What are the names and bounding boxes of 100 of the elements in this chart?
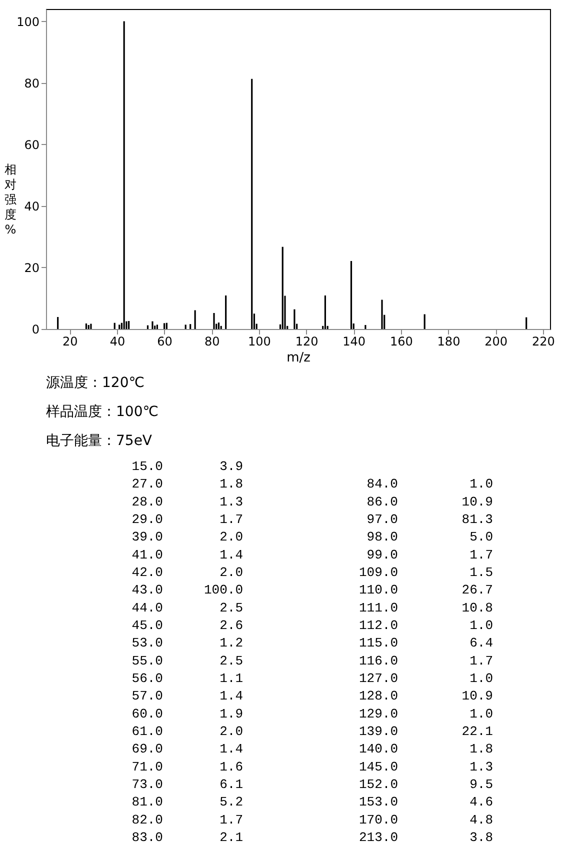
text: 152.0 — [358, 777, 398, 792]
text: 86.0 — [366, 494, 398, 510]
text: 170.0 — [358, 812, 398, 828]
x-tick-label: 20 — [62, 334, 78, 348]
text: 29.0 — [132, 512, 163, 528]
text: 97.0 — [366, 512, 398, 528]
text: 3.8 — [470, 830, 493, 846]
text: 1.0 — [470, 706, 493, 722]
text: 99.0 — [366, 547, 398, 562]
text: 81.3 — [462, 512, 493, 528]
text: 27.0 — [132, 476, 163, 492]
text: 213.0 — [358, 830, 398, 846]
text: 4.6 — [470, 794, 493, 810]
text: 2.0 — [220, 530, 243, 545]
text: 100.0 — [204, 582, 243, 598]
text: 43.0 — [132, 582, 163, 598]
text: 109.0 — [358, 565, 398, 580]
text: 3.9 — [220, 459, 243, 474]
x-tick-label: 140 — [342, 334, 366, 348]
x-tick-label: 40 — [110, 334, 126, 348]
text: 127.0 — [358, 671, 398, 686]
text: 5.2 — [220, 794, 243, 810]
text: 1.3 — [470, 759, 493, 774]
text: 111.0 — [358, 600, 398, 616]
text: 1.6 — [220, 759, 243, 774]
x-tick-label: 120 — [295, 334, 318, 348]
text: 10.9 — [462, 688, 493, 704]
text: 1.7 — [220, 812, 243, 828]
text: 1.7 — [470, 653, 493, 668]
text: 60.0 — [132, 706, 163, 722]
text: 1.8 — [220, 476, 243, 492]
text: 81.0 — [132, 794, 163, 810]
text: 71.0 — [132, 759, 163, 774]
text: 44.0 — [132, 600, 163, 616]
y-axis-title: 相对强度% — [4, 162, 16, 236]
text: 116.0 — [358, 653, 398, 668]
text: 1.4 — [220, 547, 244, 562]
text: 140.0 — [358, 742, 398, 757]
text: 41.0 — [132, 547, 163, 562]
text: 1.2 — [220, 636, 243, 651]
text: 42.0 — [132, 565, 163, 580]
x-tick-label: 200 — [484, 334, 508, 348]
x-tick-label: 80 — [204, 334, 220, 348]
x-axis-title: m/z — [286, 350, 311, 366]
y-tick-label: 60 — [24, 138, 40, 152]
text: 45.0 — [132, 618, 163, 634]
text: 139.0 — [358, 724, 398, 740]
text: 1.0 — [470, 671, 493, 686]
y-tick-label: 0 — [32, 322, 40, 336]
text: 6.1 — [220, 777, 244, 792]
text: 2.0 — [220, 724, 243, 740]
text: 1.4 — [220, 688, 244, 704]
text: 电子能量：75eV — [46, 433, 152, 449]
x-tick-label: 220 — [532, 334, 555, 348]
text: 1.3 — [220, 494, 243, 510]
text: 1.7 — [470, 547, 493, 562]
text: 57.0 — [132, 688, 163, 704]
text: 1.0 — [470, 618, 493, 634]
text: 39.0 — [132, 530, 163, 545]
y-tick-label: 100 — [16, 14, 40, 29]
text: 9.5 — [470, 777, 493, 792]
text: 15.0 — [132, 459, 163, 474]
text: 53.0 — [132, 636, 163, 651]
x-tick-label: 60 — [157, 334, 172, 348]
text: 115.0 — [358, 636, 398, 651]
text: 55.0 — [132, 653, 163, 668]
text: 84.0 — [366, 476, 398, 492]
text: 129.0 — [358, 706, 398, 722]
text: 98.0 — [366, 530, 398, 545]
text: 26.7 — [462, 582, 493, 598]
text: 2.6 — [220, 618, 243, 634]
text: 10.9 — [462, 494, 493, 510]
text: 69.0 — [132, 742, 163, 757]
text: 源温度：120℃ — [46, 375, 144, 391]
text: 73.0 — [132, 777, 163, 792]
y-tick-label: 40 — [24, 199, 40, 214]
y-tick-label: 20 — [24, 260, 40, 275]
text: 128.0 — [358, 688, 398, 704]
text: 1.9 — [220, 706, 243, 722]
text: 6.4 — [470, 636, 494, 651]
text: 1.1 — [220, 671, 244, 686]
text: 56.0 — [132, 671, 163, 686]
text: 2.5 — [220, 600, 243, 616]
text: 1.8 — [470, 742, 493, 757]
text: 83.0 — [132, 830, 163, 846]
x-tick-label: 160 — [390, 334, 413, 348]
text: 2.5 — [220, 653, 243, 668]
text: 145.0 — [358, 759, 398, 774]
x-tick-label: 180 — [437, 334, 460, 348]
text: 4.8 — [470, 812, 493, 828]
text: 2.1 — [220, 830, 244, 846]
y-tick-label: 80 — [24, 76, 40, 90]
text: 22.1 — [462, 724, 494, 740]
text: 153.0 — [358, 794, 398, 810]
text: 1.5 — [470, 565, 493, 580]
text: 样品温度：100℃ — [46, 404, 158, 420]
text: 28.0 — [132, 494, 163, 510]
text: 2.0 — [220, 565, 243, 580]
text: 82.0 — [132, 812, 163, 828]
text: 1.7 — [220, 512, 243, 528]
